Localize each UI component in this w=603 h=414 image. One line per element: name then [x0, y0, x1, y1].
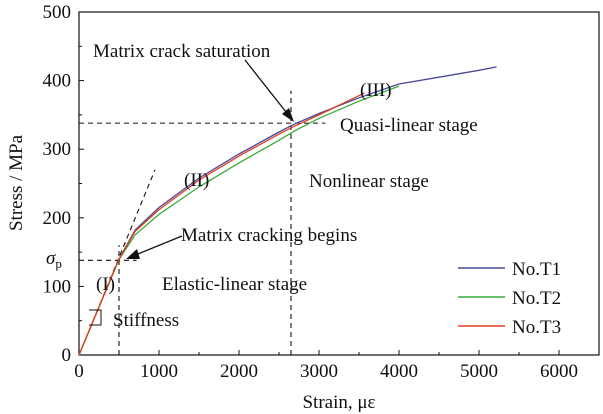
- x-tick-label: 4000: [380, 361, 418, 382]
- y-tick-label: 200: [43, 208, 72, 229]
- annotation-quasi: Quasi-linear stage: [340, 115, 478, 136]
- legend: No.T1 No.T2 No.T3: [458, 259, 561, 338]
- annotation-elastic: Elastic-linear stage: [162, 274, 307, 295]
- legend-label: No.T1: [512, 259, 561, 280]
- x-tick-label: 6000: [540, 361, 578, 382]
- stiffness-triangle: [89, 309, 102, 326]
- x-axis-label: Strain, με: [302, 392, 375, 413]
- y-axis-label: Stress / MPa: [6, 134, 27, 231]
- x-tick-label: 5000: [460, 361, 498, 382]
- x-tick-label: 3000: [300, 361, 338, 382]
- arrow-cracking-head: [126, 249, 140, 259]
- annotation-stage2: (II): [184, 170, 209, 191]
- y-tick-label: 400: [43, 71, 72, 92]
- x-tick-label: 0: [74, 361, 84, 382]
- y-tick-label: 500: [43, 2, 72, 23]
- y-tick-label: 100: [43, 276, 72, 297]
- y-tick-label: 0: [62, 345, 72, 366]
- legend-label: No.T3: [512, 317, 561, 338]
- arrow-saturation: [244, 59, 291, 118]
- annotation-nonlinear: Nonlinear stage: [309, 171, 429, 192]
- arrow-saturation-head: [282, 108, 294, 122]
- annotation-stage1: (I): [96, 274, 115, 295]
- legend-label: No.T2: [512, 288, 561, 309]
- annotation-stage3: (III): [360, 80, 392, 101]
- sigma-p-label: σp: [46, 248, 62, 271]
- annotation-saturation: Matrix crack saturation: [93, 41, 271, 62]
- annotation-stiffness: Stiffness: [113, 310, 179, 331]
- arrow-cracking: [132, 235, 183, 257]
- series-line-no-t3: [78, 92, 365, 356]
- annotation-cracking: Matrix cracking begins: [181, 225, 357, 246]
- x-tick-label: 2000: [220, 361, 258, 382]
- y-tick-label: 300: [43, 139, 72, 160]
- x-tick-label: 1000: [140, 361, 178, 382]
